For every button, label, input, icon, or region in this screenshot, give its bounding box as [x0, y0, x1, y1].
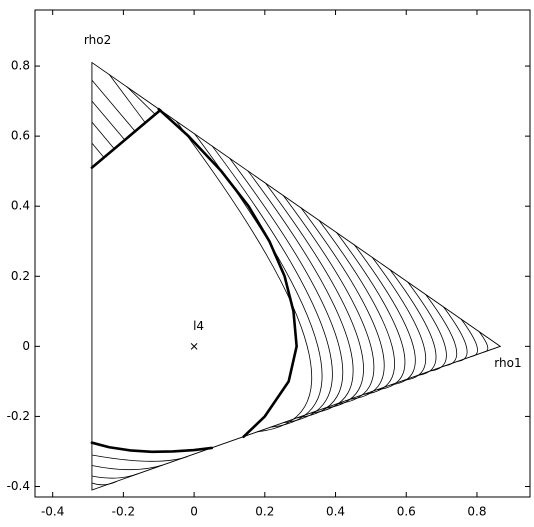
hatch-curve [229, 158, 344, 419]
hatch-curve [353, 244, 416, 386]
hatch-curve [478, 331, 489, 353]
hatch-curve [91, 121, 115, 150]
hatch-curve [371, 256, 426, 381]
plot-frame [34, 9, 531, 498]
hatch-curve [91, 100, 126, 141]
boundary-curve [90, 108, 162, 169]
y-tick-label: 0.8 [11, 59, 30, 73]
hatch-curve [407, 281, 447, 372]
x-tick-label: 0.8 [467, 505, 486, 519]
hatch-curve [91, 79, 136, 132]
hatch-curve [460, 318, 478, 357]
hatch-curve [91, 454, 188, 462]
vertex-label: rho2 [84, 33, 111, 47]
x-tick-label: 0.6 [397, 505, 416, 519]
x-tick-label: 0.4 [326, 505, 345, 519]
triangle [91, 61, 502, 491]
boundary-curve [90, 441, 214, 454]
point-label: l4 [193, 319, 204, 333]
hatch-curve [211, 145, 333, 424]
hatch-curve [336, 232, 406, 391]
hatch-curve [247, 170, 354, 414]
y-tick-label: 0 [22, 339, 30, 353]
x-tick-label: 0.2 [255, 505, 274, 519]
hatch-curve [91, 142, 105, 158]
hatch-curve [91, 473, 138, 479]
hatch-curve [265, 182, 364, 409]
vertex-label: rho1 [494, 356, 521, 370]
boundary-curve [157, 107, 298, 439]
hatch-curve [91, 481, 117, 486]
x-tick-label: 0 [190, 505, 198, 519]
y-tick-label: 0.6 [11, 129, 30, 143]
hatch-curve [194, 133, 323, 428]
y-tick-label: -0.2 [7, 409, 30, 423]
point-marker [190, 342, 198, 350]
y-tick-label: 0.2 [11, 269, 30, 283]
hatch-curve [442, 306, 468, 362]
y-tick-label: 0.4 [11, 199, 30, 213]
x-tick-label: -0.2 [112, 505, 135, 519]
hatch-curve [389, 269, 437, 376]
x-tick-label: -0.4 [41, 505, 64, 519]
y-tick-label: -0.4 [7, 479, 30, 493]
hatch-curve [126, 86, 156, 115]
hatch-curve [108, 74, 146, 124]
hatch-curve [425, 294, 458, 367]
hatch-curve [91, 464, 163, 471]
